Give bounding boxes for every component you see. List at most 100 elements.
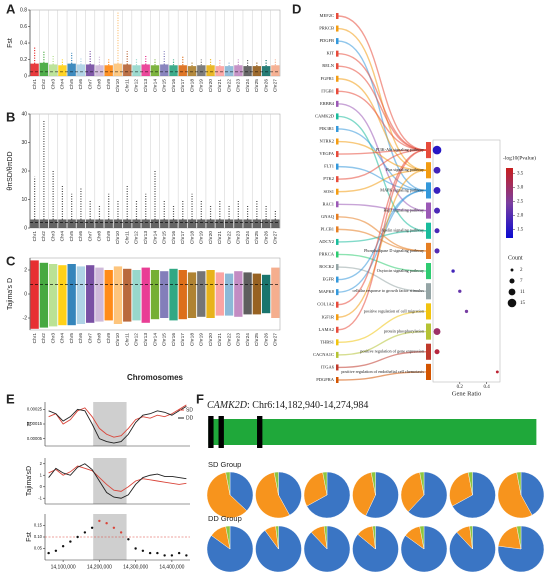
chromosome-bulk: [76, 64, 86, 76]
chromosome-label: Chr19: [199, 231, 205, 244]
pie-slice: [520, 471, 545, 516]
chromosome-label: Chr24: [245, 231, 251, 244]
gene-node: [336, 377, 339, 383]
gene-label: IGF1R: [321, 314, 334, 319]
chromosome-range: [224, 273, 234, 316]
link: [337, 90, 427, 151]
gene-label: RAC1: [322, 201, 334, 206]
gene-node: [336, 163, 339, 170]
pie-slice: [306, 471, 351, 519]
chromosome-label: Chr23: [236, 333, 242, 346]
y-tick-label: 0.00025: [27, 406, 43, 411]
point: [177, 551, 181, 555]
chromosome-label: Chr23: [236, 231, 242, 244]
gene-label: ROCK2: [319, 264, 334, 269]
pie-slice: [467, 471, 473, 496]
chromosome-label: Chr11: [124, 333, 130, 346]
chromosome-bulk: [113, 63, 123, 76]
gene-node: [336, 125, 339, 132]
x-tick-label: 0.2: [457, 385, 464, 390]
term-label: Apelin signaling pathway: [381, 228, 425, 233]
chromosome-range: [123, 268, 132, 322]
term-node: [426, 343, 431, 360]
gene-label: FLT1: [324, 164, 334, 169]
chromosome-label: Chr16: [171, 333, 177, 346]
exon: [208, 416, 214, 448]
gene-label: ADCY2: [319, 239, 334, 244]
highlight-region: [93, 458, 127, 504]
pie-slice: [278, 471, 302, 516]
link: [337, 310, 427, 344]
term-label: positive regulation of cell migration: [364, 308, 425, 313]
chromosome-bulk: [215, 219, 224, 228]
chromosome-label: Chr11: [124, 79, 130, 92]
chromosome-bulk: [141, 64, 150, 76]
chromosome-bulk: [206, 219, 215, 228]
gene-node: [336, 38, 339, 45]
chromosome-label: Chr21: [217, 79, 223, 92]
chromosome-label: Chr14: [152, 231, 158, 244]
group-label: SD Group: [208, 460, 241, 469]
chromosome-label: Chr1: [32, 79, 38, 90]
chromosome-bulk: [261, 219, 271, 228]
point: [76, 535, 79, 539]
pie-slice: [323, 525, 328, 550]
chromosome-range: [48, 264, 58, 327]
legend-label: DD: [186, 415, 194, 421]
chromosome-label: Chr19: [199, 79, 205, 92]
chromosome-label: Chr6: [78, 333, 84, 344]
pie-slice: [206, 472, 248, 519]
gene-node: [336, 188, 339, 195]
y-tick-label: 40: [21, 111, 27, 117]
gene-node: [336, 50, 339, 57]
term-node: [426, 142, 431, 159]
x-tick-label: 14,400,000: [159, 564, 184, 570]
size-legend-dot: [508, 288, 516, 296]
gene-node: [336, 201, 339, 208]
gene-label: FGFR1: [320, 76, 334, 81]
chromosome-range: [271, 267, 280, 318]
colorbar-tick-label: 2.5: [517, 200, 524, 205]
term-label: cellular response to growth factor stimu…: [352, 288, 424, 293]
pie-slice: [400, 472, 425, 513]
pie-slice: [419, 525, 425, 550]
size-legend-title: Count: [508, 255, 523, 261]
chromosome-bulk: [215, 66, 224, 76]
chromosome-range: [58, 265, 67, 326]
gene-node: [336, 351, 339, 358]
link: [337, 253, 427, 272]
chromosome-bulk: [169, 219, 178, 228]
y-tick-label: -2: [23, 315, 28, 321]
gene-label: THBS1: [320, 339, 334, 344]
gene-node: [336, 264, 339, 271]
term-node: [426, 283, 431, 300]
gene-node: [336, 13, 339, 19]
pie-slice: [407, 471, 448, 519]
chromosome-label: Chr26: [263, 231, 269, 244]
y-tick-label: 0.2: [20, 57, 27, 63]
chromosome-bulk: [160, 219, 169, 228]
y-tick-label: 0: [24, 73, 27, 79]
chromosome-label: Chr4: [60, 231, 66, 242]
link: [337, 128, 427, 192]
point: [69, 540, 72, 543]
y-axis-label: Tajima's D: [7, 278, 14, 310]
chromosome-bulk: [271, 219, 280, 228]
chromosome-label: Chr7: [87, 333, 93, 344]
y-tick-label: 0.8: [20, 7, 27, 13]
gene-label: ERBB4: [320, 101, 335, 106]
chromosome-label: Chr10: [115, 333, 121, 346]
link: [337, 371, 427, 381]
colorbar-tick-label: 3.5: [517, 172, 524, 177]
chromosome-range: [132, 270, 141, 321]
chromosome-label: Chr13: [143, 333, 149, 346]
chromosome-bulk: [113, 219, 123, 228]
pie-slice: [419, 471, 425, 496]
chromosome-bulk: [67, 63, 76, 76]
y-tick-label: 0.10: [34, 534, 43, 539]
y-axis-label: Fst: [7, 38, 14, 48]
point: [47, 551, 50, 555]
chromosome-range: [252, 273, 262, 315]
size-legend-label: 11: [520, 290, 525, 295]
gene-label: PDGFB: [319, 38, 334, 43]
